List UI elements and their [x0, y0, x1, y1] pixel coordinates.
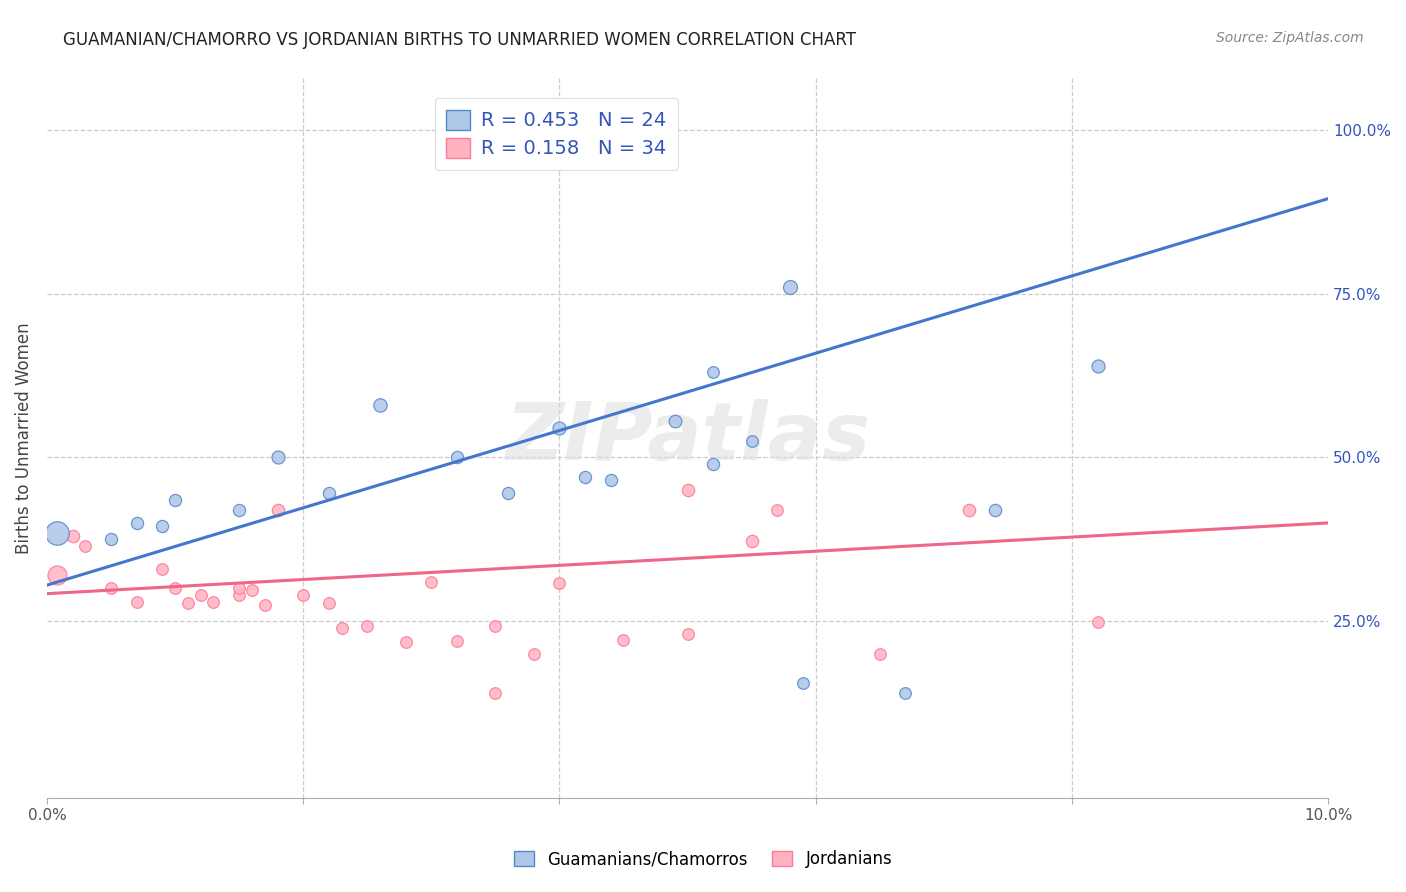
Point [792, 676, 814, 690]
Point [766, 503, 789, 517]
Point [163, 493, 186, 508]
Point [395, 635, 418, 649]
Point [266, 450, 288, 465]
Point [292, 588, 315, 602]
Point [420, 574, 443, 589]
Point [446, 633, 468, 648]
Point [100, 533, 122, 547]
Point [228, 582, 250, 596]
Point [676, 483, 699, 498]
Point [266, 503, 288, 517]
Point [957, 503, 980, 517]
Point [894, 686, 917, 700]
Point [150, 562, 173, 576]
Point [318, 486, 340, 500]
Point [676, 627, 699, 641]
Point [496, 486, 519, 500]
Point [46, 568, 69, 582]
Point [100, 582, 122, 596]
Point [702, 365, 724, 379]
Point [741, 434, 763, 448]
Y-axis label: Births to Unmarried Women: Births to Unmarried Women [15, 322, 32, 554]
Point [548, 421, 571, 435]
Point [330, 621, 353, 635]
Point [228, 503, 250, 517]
Legend: Guamanians/Chamorros, Jordanians: Guamanians/Chamorros, Jordanians [508, 844, 898, 875]
Point [368, 398, 391, 412]
Point [741, 534, 763, 549]
Point [523, 647, 546, 661]
Point [150, 519, 173, 533]
Point [46, 525, 69, 540]
Point [1087, 615, 1109, 630]
Point [356, 619, 378, 633]
Point [484, 686, 506, 700]
Point [318, 596, 340, 610]
Text: ZIPatlas: ZIPatlas [505, 399, 870, 476]
Point [177, 596, 200, 610]
Point [1087, 359, 1109, 373]
Point [702, 457, 724, 471]
Point [240, 582, 263, 597]
Point [574, 470, 596, 484]
Text: Source: ZipAtlas.com: Source: ZipAtlas.com [1216, 31, 1364, 45]
Point [612, 632, 634, 647]
Point [484, 619, 506, 633]
Point [75, 539, 97, 553]
Point [664, 414, 686, 428]
Text: GUAMANIAN/CHAMORRO VS JORDANIAN BIRTHS TO UNMARRIED WOMEN CORRELATION CHART: GUAMANIAN/CHAMORRO VS JORDANIAN BIRTHS T… [63, 31, 856, 49]
Point [984, 503, 1007, 517]
Point [228, 588, 250, 602]
Point [779, 280, 801, 294]
Point [586, 123, 609, 137]
Point [446, 450, 468, 465]
Legend: R = 0.453   N = 24, R = 0.158   N = 34: R = 0.453 N = 24, R = 0.158 N = 34 [434, 98, 678, 170]
Point [62, 529, 84, 543]
Point [202, 594, 225, 608]
Point [125, 516, 148, 530]
Point [869, 647, 891, 661]
Point [599, 473, 621, 487]
Point [190, 588, 212, 602]
Point [548, 576, 571, 591]
Point [163, 582, 186, 596]
Point [253, 598, 276, 612]
Point [125, 594, 148, 608]
